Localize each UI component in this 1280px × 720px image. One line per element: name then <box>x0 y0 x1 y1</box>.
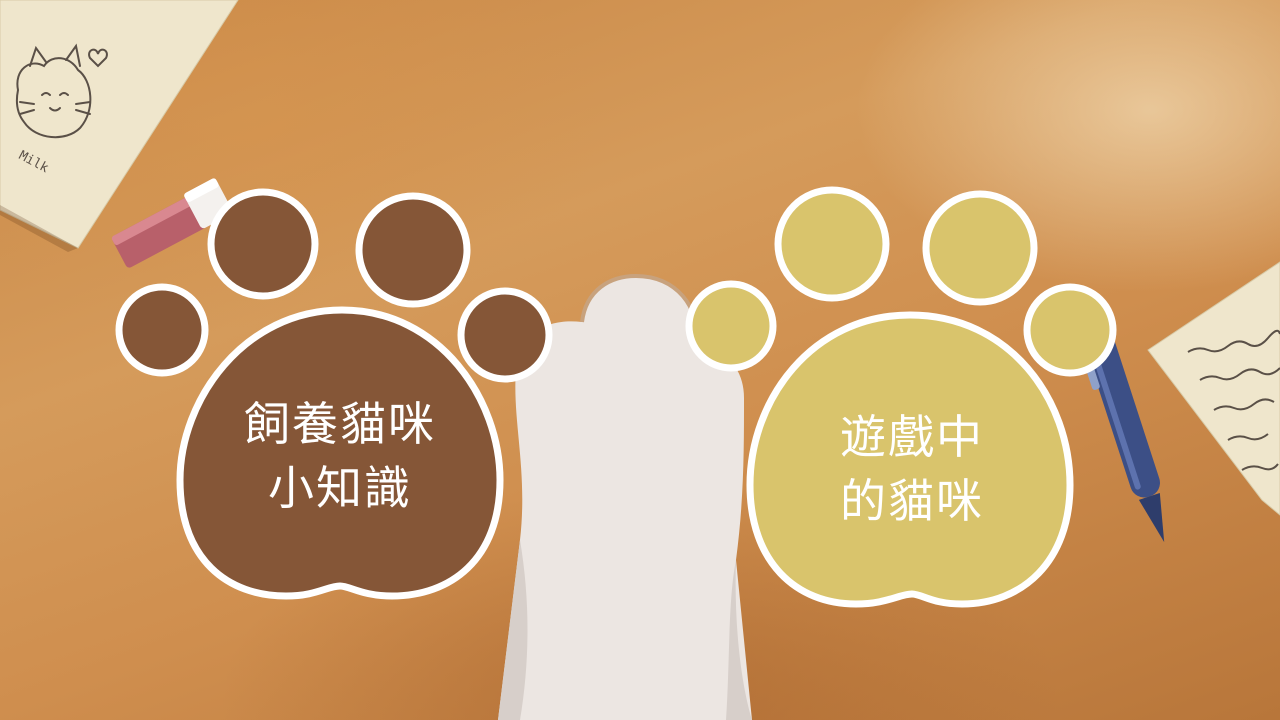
paper-note-top-left: Milk <box>0 0 239 252</box>
menu-item-cats-playing[interactable]: 遊戲中 的貓咪 <box>752 405 1072 533</box>
paw-right-shape <box>685 186 1117 608</box>
paper-note-right <box>1147 261 1280 516</box>
menu-item-feeding-tips[interactable]: 飼養貓咪 小知識 <box>180 392 500 520</box>
cat-doodle-icon <box>15 43 108 139</box>
paw-left-shape <box>115 188 553 600</box>
menu-item-feeding-tips-line-2: 小知識 <box>268 461 412 515</box>
menu-item-cats-playing-line-2: 的貓咪 <box>840 474 984 528</box>
cat-arm-illustration <box>498 273 752 720</box>
menu-item-cats-playing-line-1: 遊戲中 <box>840 410 984 464</box>
menu-item-feeding-tips-line-1: 飼養貓咪 <box>244 397 436 451</box>
handwriting-lines <box>1187 329 1280 471</box>
